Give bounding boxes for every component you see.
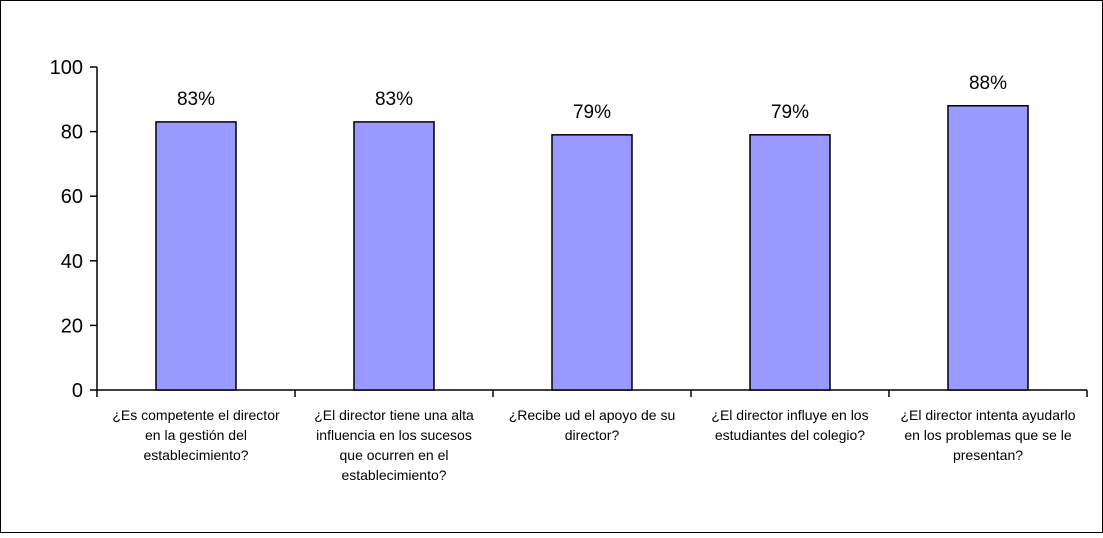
y-tick-label: 60 — [61, 186, 83, 208]
data-label: 88% — [969, 73, 1007, 94]
data-label: 83% — [177, 89, 215, 110]
bar — [155, 121, 237, 391]
bar — [353, 121, 435, 391]
category-labels: ¿Es competente el director en la gestión … — [112, 407, 1075, 483]
bar — [749, 134, 831, 391]
y-tick-label: 20 — [61, 315, 83, 337]
category-label: ¿Recibe ud el apoyo de su director? — [509, 407, 676, 443]
bar — [551, 134, 633, 391]
category-label: ¿Es competente el director en la gestión … — [112, 407, 280, 463]
bars — [155, 105, 1029, 391]
category-label: ¿El director intenta ayudarlo en los prob… — [900, 407, 1075, 463]
y-tick-label: 0 — [72, 380, 83, 402]
y-tick-label: 100 — [50, 57, 83, 79]
data-label: 79% — [771, 102, 809, 123]
y-axis: 0 20 40 60 80 100 — [50, 57, 98, 402]
y-tick-label: 80 — [61, 122, 83, 144]
data-labels: 83% 83% 79% 79% 88% — [177, 73, 1007, 123]
bar — [947, 105, 1029, 391]
category-label: ¿El director tiene una alta influencia en… — [314, 407, 474, 483]
data-label: 79% — [573, 102, 611, 123]
category-label: ¿El director influye en los estudiantes d… — [711, 407, 868, 443]
y-tick-label: 40 — [61, 251, 83, 273]
data-label: 83% — [375, 89, 413, 110]
